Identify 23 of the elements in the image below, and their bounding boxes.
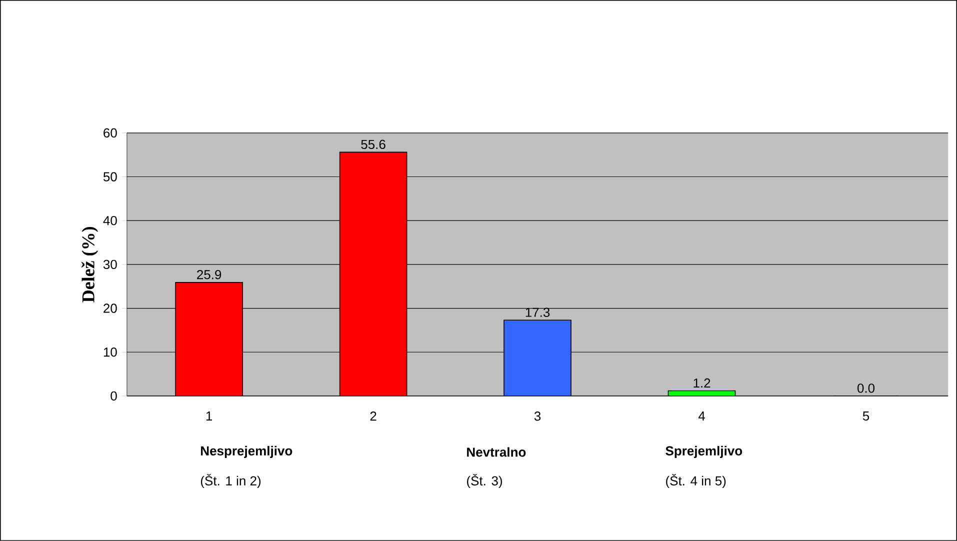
text: Sprejemljivo (666, 446, 742, 458)
y-tick-label: 60 (104, 128, 117, 138)
x-tick-label: 3 (534, 412, 541, 421)
text: Nesprejemljivo (201, 446, 292, 458)
text: Nevtralno (467, 447, 526, 457)
y-tick-label: 10 (104, 348, 117, 357)
x-tick-label: 1 (206, 412, 212, 420)
y-axis-title: Delež (%) (82, 227, 98, 302)
data-label: 25.9 (197, 270, 222, 280)
y-tick-label: 40 (103, 216, 117, 226)
x-tick-label: 4 (698, 412, 705, 420)
data-label: 55.6 (361, 140, 386, 150)
data-label: 1.2 (694, 378, 710, 388)
text: (Št. 4 in 5) (666, 474, 726, 488)
y-tick-label: 0 (110, 391, 117, 401)
y-tick-label: 50 (103, 172, 117, 182)
y-tick-label: 20 (104, 304, 117, 313)
y-tick-label: 30 (103, 260, 117, 270)
x-tick-label: 5 (862, 412, 870, 421)
x-tick-label: 2 (370, 412, 376, 421)
text: (Št. 3) (467, 474, 502, 488)
data-label: 0.0 (857, 384, 875, 393)
text: (Št. 1 in 2) (200, 474, 261, 488)
